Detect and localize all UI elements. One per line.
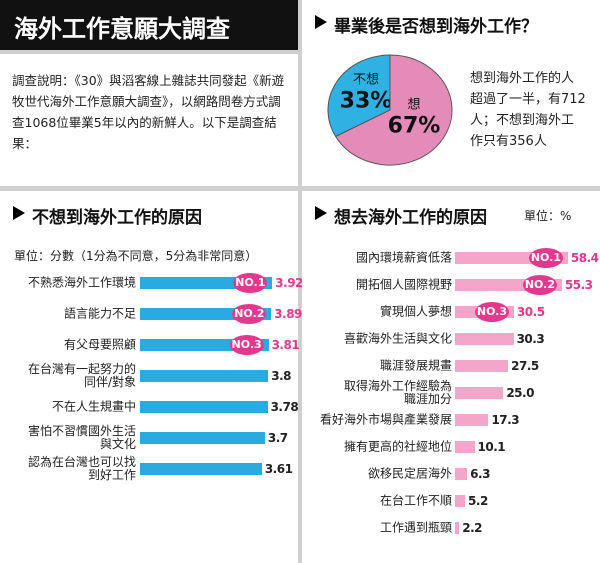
page-title: 海外工作意願大調查 (14, 15, 230, 43)
value-label: 58.4 (570, 251, 599, 265)
intro-text: 調查說明：《30》與滔客線上雜誌共同發起《新遊牧世代海外工作意願大調查》，以網路… (12, 73, 285, 151)
category-label: 擁有更高的社經地位 (343, 439, 452, 454)
value-label: 17.3 (491, 413, 520, 427)
value-label: 6.3 (470, 467, 490, 481)
pie-panel: 畢業後是否想到海外工作？ 不想 33% 想 67% 想到海外工作的人超過了一半，有712人… (302, 0, 600, 186)
slice-value: 67% (388, 114, 441, 139)
chart-title: 不想到海外工作的原因 (32, 208, 202, 228)
value-label: 3.8 (271, 369, 292, 383)
rank-badge: NO.1 (233, 273, 268, 293)
rank-badge: NO.1 (528, 248, 563, 268)
pie-slice (334, 54, 453, 166)
value-label: 27.5 (511, 359, 539, 373)
category-label: 國內環境薪資低落 (355, 250, 452, 265)
value-label: 3.89 (274, 307, 302, 321)
intro-panel: 調查說明：《30》與滔客線上雜誌共同發起《新遊牧世代海外工作意願大調查》，以網路… (0, 54, 298, 186)
right-chart-panel: 想去海外工作的原因 單位：% 國內環境薪資低落 58.4 NO.1 開拓個人國際視野 55.… (302, 191, 600, 563)
category-label: 不熟悉海外工作環境 (27, 275, 136, 290)
value-label: 30.5 (516, 305, 545, 319)
pie-slice (327, 54, 391, 138)
value-label: 5.2 (468, 494, 488, 508)
category-label: 實現個人夢想 (379, 304, 452, 319)
chart-title: 畢業後是否想到海外工作？ (334, 17, 538, 37)
bar (455, 414, 489, 426)
value-label: 3.92 (275, 276, 303, 290)
rank-badge: NO.2 (232, 304, 267, 324)
category-label: 在台灣有一起努力的 同伴/對象 (27, 362, 136, 389)
value-label: 55.3 (564, 278, 593, 292)
bar (455, 333, 514, 345)
category-label: 害怕不習慣國外生活 與文化 (27, 424, 136, 451)
slice-label: 想 (408, 97, 421, 113)
slice-value: 33% (340, 88, 393, 113)
category-label: 認為在台灣也可以找 到好工作 (27, 455, 136, 482)
bar (455, 522, 460, 534)
left-chart-panel: 不想到海外工作的原因單位：分數（1分為不同意，5分為非常同意） 不熟悉海外工作環境… (0, 191, 303, 563)
value-label: 25.0 (506, 386, 534, 400)
rank-badge: NO.3 (229, 335, 264, 355)
category-label: 取得海外工作經驗為 職涯加分 (343, 379, 452, 406)
category-label: 有父母要照顧 (63, 337, 136, 352)
category-label: 職涯發展規畫 (379, 358, 452, 373)
category-label: 不在人生規畫中 (51, 399, 136, 414)
bar (455, 495, 466, 507)
category-label: 喜歡海外生活與文化 (343, 331, 452, 346)
bar (140, 401, 268, 413)
title-box: 海外工作意願大調查 (0, 0, 298, 50)
chart-title: 想去海外工作的原因 (334, 208, 487, 228)
bar (455, 468, 468, 480)
heading-arrow (315, 206, 327, 220)
rank-badge: NO.3 (474, 302, 509, 322)
value-label: 3.61 (264, 462, 293, 476)
category-label: 在台工作不順 (379, 493, 452, 508)
chart-subtitle: 單位：分數（1分為不同意，5分為非常同意） (14, 249, 258, 263)
bar (455, 387, 504, 399)
category-label: 看好海外市場與產業發展 (319, 412, 452, 427)
category-label: 開拓個人國際視野 (355, 277, 452, 292)
category-label: 欲移民定居海外 (367, 466, 452, 481)
pie-annotation: 想到海外工作的人超過了一半，有712人；不想到海外工作只有356人 (470, 71, 586, 149)
bar (140, 463, 262, 475)
slice-label: 不想 (353, 71, 379, 87)
value-label: 3.81 (271, 338, 300, 352)
bar (140, 370, 269, 382)
value-label: 10.1 (477, 440, 506, 454)
rank-badge: NO.2 (522, 275, 557, 295)
bar (455, 441, 475, 453)
category-label: 語言能力不足 (63, 306, 136, 321)
value-label: 2.2 (462, 521, 483, 535)
value-label: 3.78 (270, 400, 299, 414)
category-label: 工作遇到瓶頸 (379, 520, 452, 535)
chart-subtitle: 單位：% (524, 209, 572, 223)
bar (140, 432, 265, 444)
bar (455, 360, 509, 372)
heading-arrow (13, 206, 25, 220)
heading-arrow (315, 15, 327, 29)
value-label: 30.3 (516, 332, 545, 346)
value-label: 3.7 (267, 431, 288, 445)
